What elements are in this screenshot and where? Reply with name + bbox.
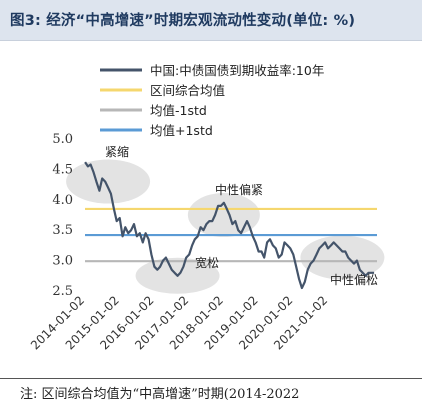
chart-plot: 5.04.54.03.53.02.52014-01-022015-01-0220…: [28, 63, 385, 352]
note-divider: [0, 378, 422, 379]
y-tick-label: 5.0: [52, 132, 73, 147]
legend-label: 均值-1std: [150, 103, 207, 118]
y-tick-label: 3.0: [52, 254, 73, 269]
legend-label: 区间综合均值: [150, 83, 225, 98]
annotation-label: 中性偏紧: [215, 182, 263, 197]
chart-title: 图3: 经济“中高增速”时期宏观流动性变动(单位: %): [10, 13, 356, 29]
annotation-ellipse: [66, 159, 151, 204]
legend-label: 均值+1std: [150, 123, 213, 138]
annotation-label: 宽松: [195, 255, 219, 270]
y-tick-label: 4.0: [52, 193, 73, 208]
title-divider: [0, 40, 422, 41]
y-tick-label: 4.5: [52, 162, 73, 177]
annotation-label: 紧缩: [105, 144, 129, 159]
y-tick-label: 2.5: [52, 284, 73, 299]
y-tick-label: 3.5: [52, 223, 73, 238]
footnote: 注: 区间综合均值为“中高增速”时期(2014-2022: [20, 387, 300, 402]
title-bar: [0, 0, 422, 40]
legend-label: 中国:中债国债到期收益率:10年: [150, 63, 324, 78]
yield-series-line: [84, 161, 375, 290]
annotation-label: 中性偏松: [330, 272, 378, 287]
